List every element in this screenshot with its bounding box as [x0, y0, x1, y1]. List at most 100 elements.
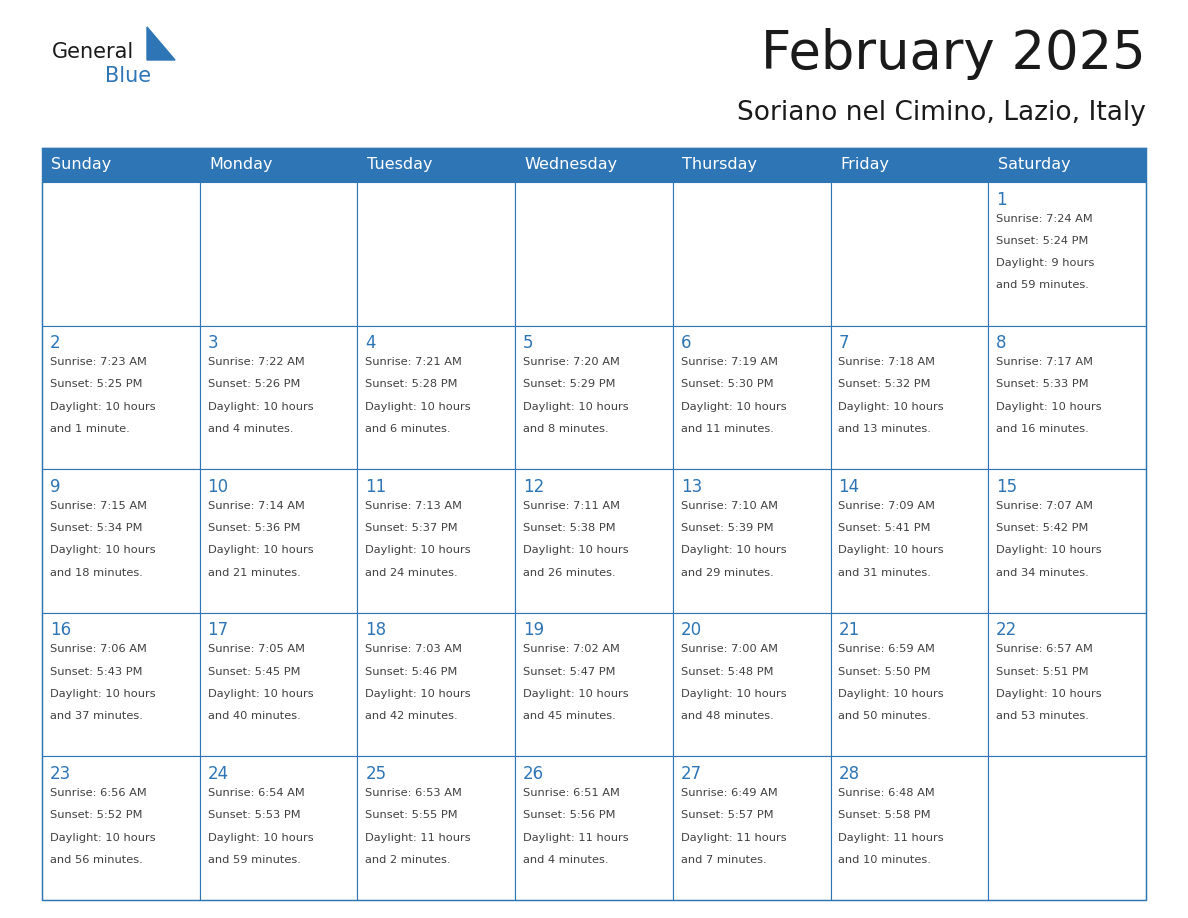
- Text: Daylight: 10 hours: Daylight: 10 hours: [208, 833, 314, 843]
- Text: and 21 minutes.: and 21 minutes.: [208, 567, 301, 577]
- Bar: [988, 469, 1146, 613]
- Bar: [358, 182, 516, 326]
- Bar: [200, 756, 358, 900]
- Bar: [42, 182, 200, 326]
- Text: Sunrise: 7:11 AM: Sunrise: 7:11 AM: [523, 501, 620, 510]
- Text: Sunrise: 7:03 AM: Sunrise: 7:03 AM: [366, 644, 462, 655]
- Bar: [358, 469, 516, 613]
- Bar: [200, 469, 358, 613]
- Polygon shape: [147, 27, 175, 60]
- Bar: [516, 182, 672, 326]
- Text: 9: 9: [50, 477, 61, 496]
- Bar: [358, 756, 516, 900]
- Bar: [672, 182, 830, 326]
- Text: and 56 minutes.: and 56 minutes.: [50, 855, 143, 865]
- Text: 21: 21: [839, 621, 860, 640]
- Text: Sunset: 5:38 PM: Sunset: 5:38 PM: [523, 523, 615, 533]
- Bar: [200, 326, 358, 469]
- Bar: [358, 613, 516, 756]
- Text: Daylight: 10 hours: Daylight: 10 hours: [50, 545, 156, 555]
- Text: Daylight: 11 hours: Daylight: 11 hours: [366, 833, 470, 843]
- Text: Daylight: 10 hours: Daylight: 10 hours: [839, 545, 944, 555]
- Bar: [42, 326, 200, 469]
- Text: and 10 minutes.: and 10 minutes.: [839, 855, 931, 865]
- Text: 8: 8: [997, 334, 1006, 353]
- Text: and 31 minutes.: and 31 minutes.: [839, 567, 931, 577]
- Text: Sunset: 5:32 PM: Sunset: 5:32 PM: [839, 379, 931, 389]
- Text: Daylight: 10 hours: Daylight: 10 hours: [366, 402, 470, 411]
- Text: and 7 minutes.: and 7 minutes.: [681, 855, 766, 865]
- Text: February 2025: February 2025: [762, 28, 1146, 80]
- Text: Sunset: 5:24 PM: Sunset: 5:24 PM: [997, 236, 1088, 246]
- Text: Daylight: 10 hours: Daylight: 10 hours: [997, 688, 1101, 699]
- Text: Sunset: 5:26 PM: Sunset: 5:26 PM: [208, 379, 301, 389]
- Bar: [988, 613, 1146, 756]
- Text: Daylight: 10 hours: Daylight: 10 hours: [366, 545, 470, 555]
- Text: Sunset: 5:57 PM: Sunset: 5:57 PM: [681, 811, 773, 821]
- Text: Sunset: 5:41 PM: Sunset: 5:41 PM: [839, 523, 931, 533]
- Text: Daylight: 9 hours: Daylight: 9 hours: [997, 258, 1094, 268]
- Text: Sunrise: 7:07 AM: Sunrise: 7:07 AM: [997, 501, 1093, 510]
- Text: and 50 minutes.: and 50 minutes.: [839, 711, 931, 722]
- Text: Sunset: 5:52 PM: Sunset: 5:52 PM: [50, 811, 143, 821]
- Text: Daylight: 10 hours: Daylight: 10 hours: [50, 402, 156, 411]
- Bar: [200, 148, 358, 182]
- Text: Sunset: 5:34 PM: Sunset: 5:34 PM: [50, 523, 143, 533]
- Text: and 53 minutes.: and 53 minutes.: [997, 711, 1089, 722]
- Text: Thursday: Thursday: [682, 158, 757, 173]
- Text: Daylight: 10 hours: Daylight: 10 hours: [523, 688, 628, 699]
- Text: and 4 minutes.: and 4 minutes.: [523, 855, 608, 865]
- Text: 11: 11: [366, 477, 386, 496]
- Text: Saturday: Saturday: [998, 158, 1070, 173]
- Text: 18: 18: [366, 621, 386, 640]
- Text: Sunset: 5:33 PM: Sunset: 5:33 PM: [997, 379, 1088, 389]
- Text: Sunset: 5:30 PM: Sunset: 5:30 PM: [681, 379, 773, 389]
- Text: and 59 minutes.: and 59 minutes.: [208, 855, 301, 865]
- Text: and 40 minutes.: and 40 minutes.: [208, 711, 301, 722]
- Text: Sunrise: 7:18 AM: Sunrise: 7:18 AM: [839, 357, 935, 367]
- Text: Sunset: 5:39 PM: Sunset: 5:39 PM: [681, 523, 773, 533]
- Text: and 26 minutes.: and 26 minutes.: [523, 567, 615, 577]
- Text: Sunset: 5:43 PM: Sunset: 5:43 PM: [50, 666, 143, 677]
- Bar: [42, 148, 200, 182]
- Bar: [830, 182, 988, 326]
- Text: Sunrise: 6:57 AM: Sunrise: 6:57 AM: [997, 644, 1093, 655]
- Bar: [516, 756, 672, 900]
- Text: and 37 minutes.: and 37 minutes.: [50, 711, 143, 722]
- Bar: [672, 613, 830, 756]
- Text: Sunrise: 7:09 AM: Sunrise: 7:09 AM: [839, 501, 935, 510]
- Text: and 29 minutes.: and 29 minutes.: [681, 567, 773, 577]
- Text: 13: 13: [681, 477, 702, 496]
- Text: 4: 4: [366, 334, 375, 353]
- Text: Sunrise: 7:13 AM: Sunrise: 7:13 AM: [366, 501, 462, 510]
- Text: Blue: Blue: [105, 66, 151, 86]
- Bar: [42, 756, 200, 900]
- Bar: [516, 613, 672, 756]
- Text: and 13 minutes.: and 13 minutes.: [839, 424, 931, 434]
- Text: Daylight: 10 hours: Daylight: 10 hours: [50, 688, 156, 699]
- Text: Sunrise: 7:20 AM: Sunrise: 7:20 AM: [523, 357, 620, 367]
- Text: Sunrise: 7:19 AM: Sunrise: 7:19 AM: [681, 357, 778, 367]
- Bar: [516, 148, 672, 182]
- Text: 27: 27: [681, 765, 702, 783]
- Bar: [672, 148, 830, 182]
- Text: Monday: Monday: [209, 158, 273, 173]
- Text: 7: 7: [839, 334, 849, 353]
- Text: 22: 22: [997, 621, 1017, 640]
- Text: Sunrise: 6:53 AM: Sunrise: 6:53 AM: [366, 788, 462, 798]
- Bar: [358, 148, 516, 182]
- Text: Sunset: 5:53 PM: Sunset: 5:53 PM: [208, 811, 301, 821]
- Text: Daylight: 10 hours: Daylight: 10 hours: [681, 545, 786, 555]
- Text: 26: 26: [523, 765, 544, 783]
- Text: and 6 minutes.: and 6 minutes.: [366, 424, 450, 434]
- Text: Daylight: 11 hours: Daylight: 11 hours: [839, 833, 944, 843]
- Bar: [988, 326, 1146, 469]
- Bar: [42, 613, 200, 756]
- Bar: [200, 613, 358, 756]
- Text: Daylight: 11 hours: Daylight: 11 hours: [681, 833, 786, 843]
- Text: Sunset: 5:58 PM: Sunset: 5:58 PM: [839, 811, 931, 821]
- Text: Sunrise: 6:48 AM: Sunrise: 6:48 AM: [839, 788, 935, 798]
- Text: 15: 15: [997, 477, 1017, 496]
- Text: and 4 minutes.: and 4 minutes.: [208, 424, 293, 434]
- Text: and 2 minutes.: and 2 minutes.: [366, 855, 450, 865]
